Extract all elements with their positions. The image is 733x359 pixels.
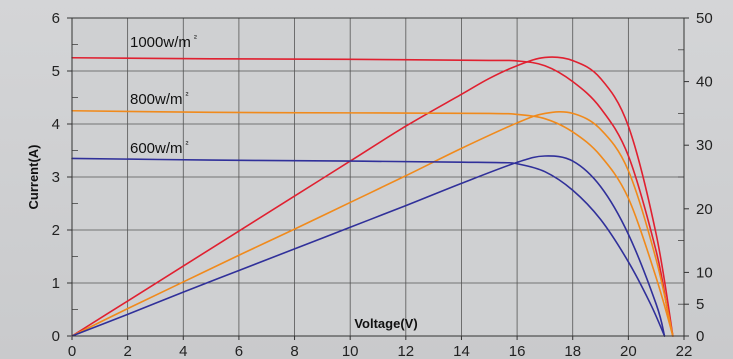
current-curve-600wm (71, 157, 666, 337)
x-tick-label: 16 (509, 343, 526, 359)
y-tick-label: 1 (52, 275, 60, 292)
x-tick-label: 6 (235, 343, 243, 359)
x-tick-label: 18 (564, 343, 581, 359)
x-tick-label: 4 (179, 343, 187, 359)
current-curve-800wm (71, 109, 674, 337)
y-tick-label: 6 (52, 10, 60, 27)
y-tick-label: 5 (52, 63, 60, 80)
x-tick-label: 10 (342, 343, 359, 359)
y2-tick-label: 10 (696, 264, 713, 281)
y-tick-label: 4 (52, 116, 60, 133)
curve-labels: 1000w/m ² 800w/m ² 600w/m ² (130, 33, 197, 157)
y2-tick-label: 5 (696, 296, 704, 313)
power-curve-1000wmpower (71, 56, 674, 337)
x-tick-label: 22 (676, 343, 693, 359)
plot-frame (71, 17, 685, 337)
power-curve-800wmpower (71, 111, 674, 337)
x-axis-title: Voltage(V) (354, 316, 417, 331)
x-tick-label: 0 (68, 343, 76, 359)
y2-tick-label: 20 (696, 201, 713, 218)
y-tick-label: 0 (52, 328, 60, 345)
current-curve-1000wm (71, 56, 674, 337)
y2-tick-label: 50 (696, 10, 713, 27)
curves (71, 56, 674, 337)
x-tick-label: 8 (290, 343, 298, 359)
x-tick-label: 14 (453, 343, 470, 359)
curve-label-800: 800w/m ² (130, 90, 189, 108)
grid (67, 17, 689, 340)
x-tick-label: 20 (620, 343, 637, 359)
y-axis-title: Current(A) (26, 145, 41, 210)
curve-label-1000: 1000w/m ² (130, 33, 197, 51)
y-tick-label: 2 (52, 222, 60, 239)
y2-tick-label: 0 (696, 328, 704, 345)
curve-label-600: 600w/m ² (130, 139, 189, 157)
x-tick-label: 12 (397, 343, 414, 359)
y-tick-label: 3 (52, 169, 60, 186)
power-curve-600wmpower (71, 155, 666, 337)
x-tick-label: 2 (123, 343, 131, 359)
y2-tick-label: 40 (696, 74, 713, 91)
y2-tick-label: 30 (696, 137, 713, 154)
